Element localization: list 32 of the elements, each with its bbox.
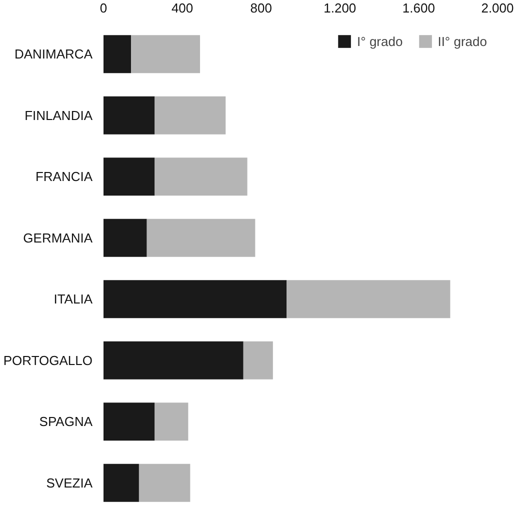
- y-tick-label: FRANCIA: [35, 169, 93, 184]
- bar: [104, 96, 155, 134]
- y-tick-label: PORTOGALLO: [3, 352, 92, 368]
- x-tick-label: 1.200: [324, 0, 356, 16]
- bar: [243, 341, 273, 380]
- x-tick-label: 400: [171, 0, 194, 16]
- bar: [104, 280, 287, 318]
- bar: [286, 280, 450, 318]
- x-tick-label: 2.000: [481, 0, 514, 16]
- bar: [104, 35, 132, 74]
- bar: [131, 35, 200, 74]
- y-tick-label: SPAGNA: [39, 414, 93, 430]
- legend-label: II° grado: [438, 34, 487, 48]
- bar: [104, 402, 155, 441]
- x-tick-label: 1.600: [402, 0, 435, 16]
- y-tick-label: ITALIA: [54, 292, 93, 307]
- bar: [104, 158, 155, 196]
- bar: [154, 158, 248, 196]
- y-tick-label: FINLANDIA: [24, 108, 93, 123]
- legend-label: I° grado: [357, 34, 403, 48]
- y-tick-label: SVEZIA: [46, 475, 93, 490]
- x-tick-label: 800: [250, 0, 272, 16]
- x-tick-label: 0: [100, 0, 108, 16]
- y-tick-label: DANIMARCA: [14, 46, 93, 62]
- bar: [104, 218, 147, 257]
- bar: [138, 464, 190, 502]
- bar: [146, 218, 256, 257]
- y-tick-label: GERMANIA: [23, 230, 93, 246]
- bar: [154, 402, 188, 441]
- bar: [104, 341, 244, 380]
- bar: [154, 96, 226, 134]
- bar: [104, 464, 139, 502]
